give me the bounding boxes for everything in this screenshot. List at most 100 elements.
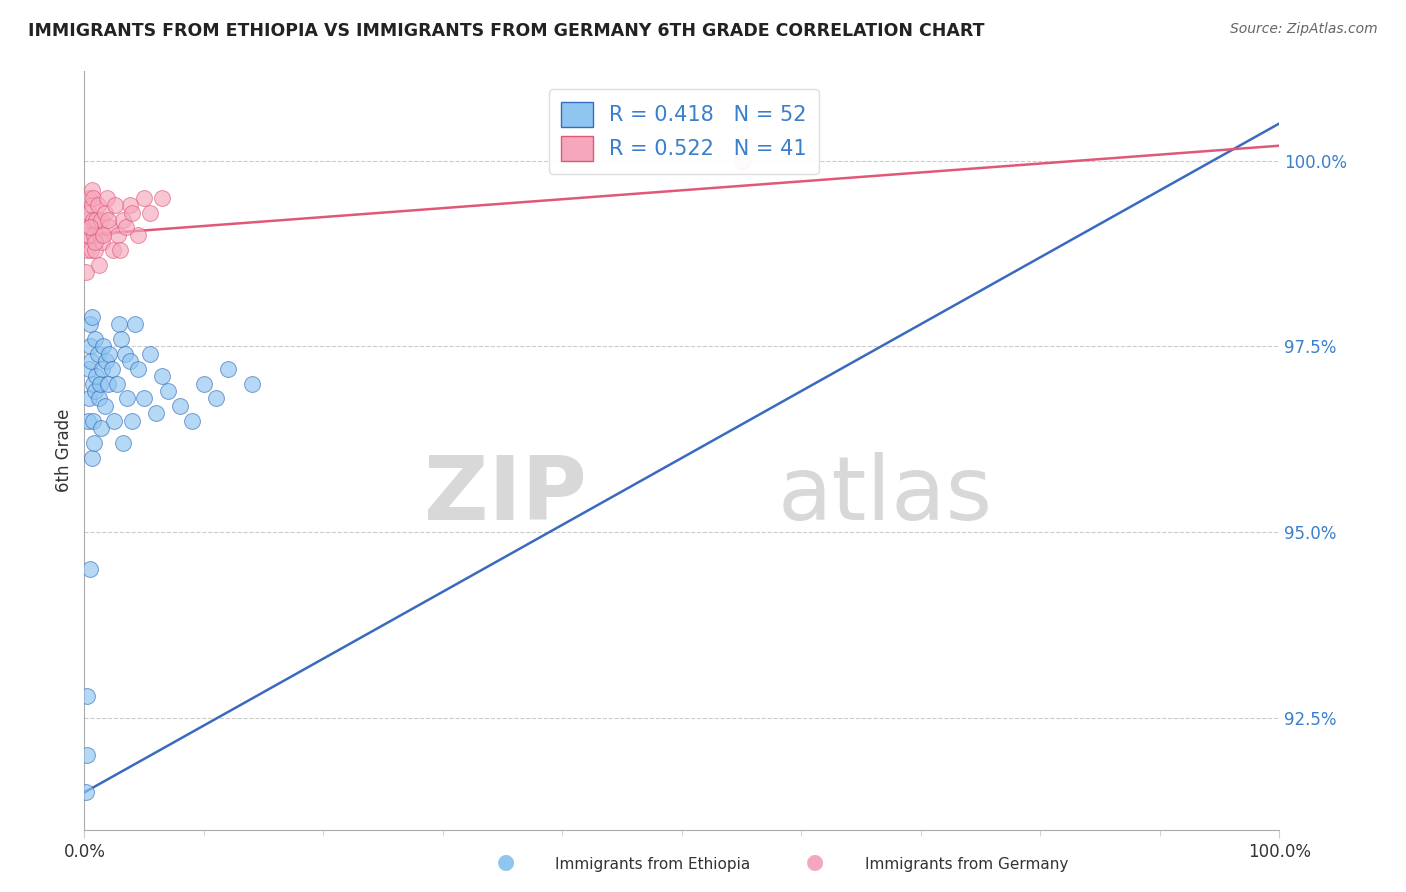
Point <box>77 227 100 242</box>
Point <box>80 243 103 257</box>
Point <box>104 198 127 212</box>
Legend: R = 0.418   N = 52, R = 0.522   N = 41: R = 0.418 N = 52, R = 0.522 N = 41 <box>548 89 820 174</box>
Point <box>98 347 121 361</box>
Point <box>115 220 138 235</box>
Point <box>76 748 98 763</box>
Point <box>75 227 97 242</box>
Point <box>105 376 128 391</box>
Point <box>87 392 110 406</box>
Point <box>111 213 134 227</box>
Point <box>121 205 143 219</box>
Point <box>89 376 111 391</box>
Point <box>86 213 108 227</box>
Point <box>83 235 105 250</box>
Point <box>101 361 124 376</box>
Point <box>83 332 105 346</box>
Point <box>79 220 101 235</box>
Point <box>89 227 111 242</box>
Point <box>75 265 97 279</box>
Point <box>150 369 173 384</box>
Point <box>76 213 98 227</box>
Point <box>731 153 754 168</box>
Point <box>77 205 100 219</box>
Text: ZIP: ZIP <box>423 452 586 540</box>
Point <box>80 198 103 212</box>
Point <box>181 414 204 428</box>
Text: IMMIGRANTS FROM ETHIOPIA VS IMMIGRANTS FROM GERMANY 6TH GRADE CORRELATION CHART: IMMIGRANTS FROM ETHIOPIA VS IMMIGRANTS F… <box>28 22 984 40</box>
Point <box>91 361 114 376</box>
Point <box>731 153 754 168</box>
Point <box>82 213 104 227</box>
Point <box>86 198 108 212</box>
Point <box>90 213 112 227</box>
Point <box>121 414 143 428</box>
Point <box>82 191 104 205</box>
Point <box>86 369 108 384</box>
Point <box>93 227 115 242</box>
Point <box>84 243 107 257</box>
Point <box>94 354 117 368</box>
Point <box>77 392 100 406</box>
Point <box>91 235 114 250</box>
Point <box>101 243 124 257</box>
Point <box>107 227 129 242</box>
Point <box>93 205 115 219</box>
Point <box>117 392 139 406</box>
Point <box>217 361 239 376</box>
Point <box>93 339 115 353</box>
Point <box>103 414 125 428</box>
Y-axis label: 6th Grade: 6th Grade <box>55 409 73 492</box>
Point <box>139 205 162 219</box>
Point <box>86 347 108 361</box>
Point <box>240 376 263 391</box>
Point <box>79 220 101 235</box>
Point <box>79 339 101 353</box>
Point <box>90 421 112 435</box>
Point <box>111 436 134 450</box>
Point <box>77 361 100 376</box>
Point <box>80 450 103 465</box>
Point <box>110 332 132 346</box>
Point <box>75 785 97 799</box>
Point <box>82 376 104 391</box>
Point <box>139 347 162 361</box>
Point <box>84 384 107 398</box>
Text: Immigrants from Germany: Immigrants from Germany <box>865 857 1069 872</box>
Point <box>193 376 215 391</box>
Point <box>110 243 132 257</box>
Text: Immigrants from Ethiopia: Immigrants from Ethiopia <box>555 857 751 872</box>
Point <box>93 399 115 413</box>
Point <box>80 354 103 368</box>
Point <box>145 406 167 420</box>
Point <box>132 392 156 406</box>
Point <box>132 191 156 205</box>
Point <box>127 361 149 376</box>
Text: Source: ZipAtlas.com: Source: ZipAtlas.com <box>1230 22 1378 37</box>
Point <box>108 317 131 331</box>
Point <box>157 384 180 398</box>
Point <box>82 183 104 197</box>
Point <box>76 243 98 257</box>
Point <box>150 191 173 205</box>
Point <box>83 436 105 450</box>
Point <box>76 689 98 703</box>
Point <box>127 227 149 242</box>
Point <box>205 392 228 406</box>
Point <box>97 213 120 227</box>
Point <box>77 414 100 428</box>
Point <box>98 220 121 235</box>
Point <box>124 317 146 331</box>
Point <box>87 258 110 272</box>
Point <box>83 227 105 242</box>
Point <box>79 562 101 576</box>
Text: ●: ● <box>807 853 824 872</box>
Point <box>82 414 104 428</box>
Point <box>118 198 141 212</box>
Point <box>79 317 101 331</box>
Point <box>97 376 120 391</box>
Point <box>96 191 118 205</box>
Point <box>82 310 104 324</box>
Point <box>114 347 136 361</box>
Text: atlas: atlas <box>778 452 993 540</box>
Point <box>169 399 191 413</box>
